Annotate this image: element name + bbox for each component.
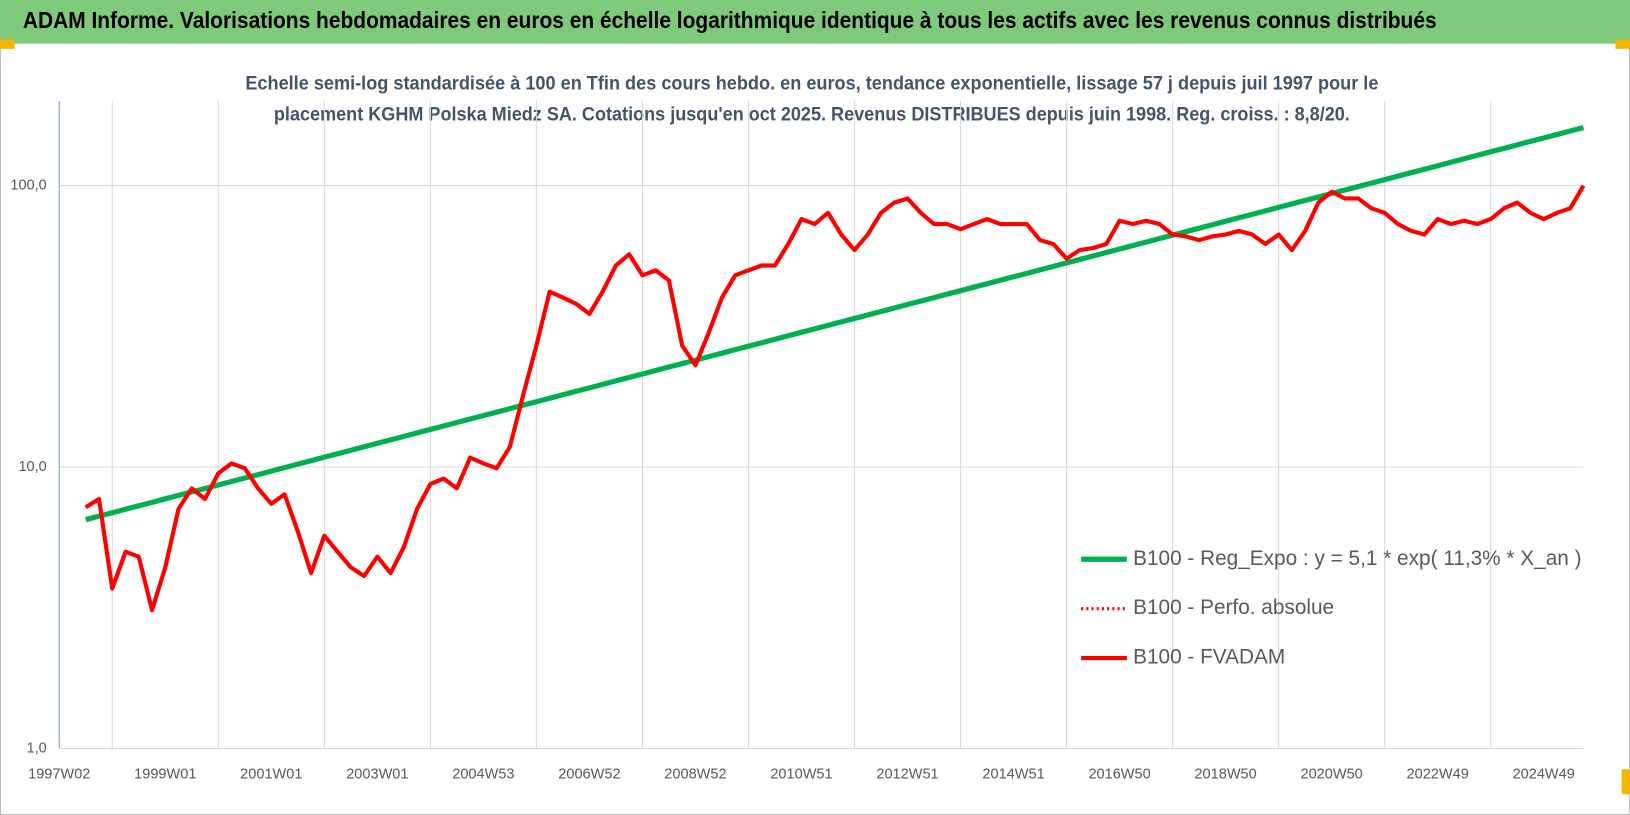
x-tick-label: 2014W51 xyxy=(982,766,1044,782)
legend-label: B100 - Perfo. absolue xyxy=(1133,596,1334,619)
corner xyxy=(1621,769,1630,795)
x-tick-label: 2004W53 xyxy=(452,766,514,782)
x-tick-label: 2016W50 xyxy=(1088,766,1150,782)
x-tick-label: 2024W49 xyxy=(1513,766,1575,782)
legend-label: B100 - FVADAM xyxy=(1133,646,1285,669)
x-tick-label: 2003W01 xyxy=(346,766,408,782)
x-tick-label: 2006W52 xyxy=(558,766,620,782)
chart-subtitle: Echelle semi-log standardisée à 100 en T… xyxy=(245,72,1378,94)
corner xyxy=(0,39,15,49)
x-tick-label: 1997W02 xyxy=(28,766,90,782)
x-tick-label: 2012W51 xyxy=(876,766,938,782)
y-tick-label: 10,0 xyxy=(18,459,46,475)
x-tick-label: 2008W52 xyxy=(664,766,726,782)
x-tick-label: 2020W50 xyxy=(1301,766,1363,782)
chart-subtitle: placement KGHM Polska Miedz SA. Cotation… xyxy=(274,104,1350,126)
page-title: ADAM Informe. Valorisations hebdomadaire… xyxy=(23,7,1437,33)
title-bar xyxy=(0,0,1630,44)
x-tick-label: 2001W01 xyxy=(240,766,302,782)
legend-label: B100 - Reg_Expo : y = 5,1 * exp( 11,3% *… xyxy=(1133,547,1581,570)
y-tick-label: 1,0 xyxy=(27,740,47,756)
x-tick-label: 2018W50 xyxy=(1194,766,1256,782)
corner xyxy=(1615,39,1630,49)
x-tick-label: 1999W01 xyxy=(134,766,196,782)
x-tick-label: 2022W49 xyxy=(1407,766,1469,782)
y-tick-label: 100,0 xyxy=(10,177,46,193)
series-line xyxy=(84,184,1586,613)
x-tick-label: 2010W51 xyxy=(770,766,832,782)
